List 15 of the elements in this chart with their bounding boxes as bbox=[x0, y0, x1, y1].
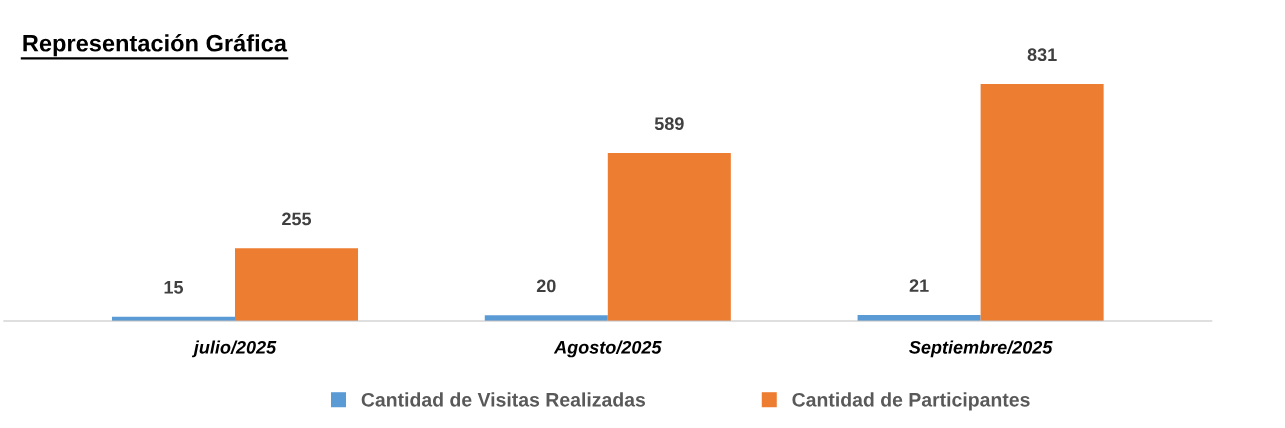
data-label: 20 bbox=[536, 279, 556, 293]
data-label: 15 bbox=[164, 281, 184, 294]
data-label: 589 bbox=[654, 117, 684, 131]
chart-title: Representación Gráfica bbox=[23, 34, 288, 57]
bar bbox=[607, 153, 731, 321]
x-tick-label: Septiembre/2025 bbox=[909, 340, 1053, 358]
x-tick-label: julio/2025 bbox=[191, 340, 277, 358]
data-label: 831 bbox=[1027, 48, 1057, 62]
data-label: 255 bbox=[282, 212, 312, 226]
legend-label: Cantidad de Participantes bbox=[792, 392, 1030, 411]
x-tick-label: Agosto/2025 bbox=[553, 340, 662, 358]
bar bbox=[235, 248, 359, 321]
bar bbox=[980, 84, 1104, 321]
legend-label: Cantidad de Visitas Realizadas bbox=[361, 392, 646, 407]
data-label: 21 bbox=[909, 279, 929, 292]
